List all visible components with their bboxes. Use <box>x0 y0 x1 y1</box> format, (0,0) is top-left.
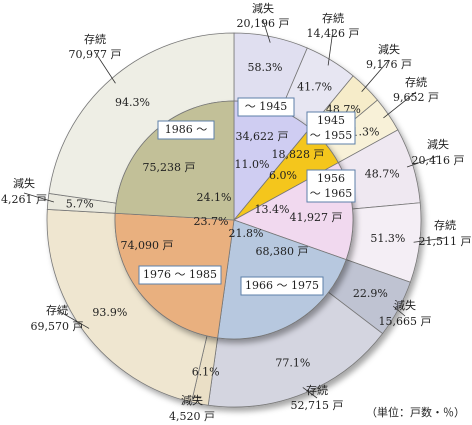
callout-status-label: 減失 <box>252 1 274 15</box>
inner-pie <box>114 100 354 340</box>
inner-households-label: 74,090 戸 <box>121 239 174 252</box>
inner-share-label: 23.7% <box>194 215 229 228</box>
outer-percent-labels: 58.3%41.7%48.7%51.3%48.7%51.3%22.9%77.1%… <box>66 61 406 378</box>
callout-line <box>56 309 90 329</box>
inner-households-label: 68,380 戸 <box>256 245 309 258</box>
inner-households-label: 34,622 戸 <box>236 130 289 143</box>
callout-households-label: 9,176 戸 <box>366 58 412 71</box>
inner-households-label: 41,927 戸 <box>290 211 343 224</box>
callout-status-label: 存続 <box>322 11 344 25</box>
callout-households-label: 9,652 戸 <box>393 91 439 104</box>
period-label: 1945 <box>317 114 345 127</box>
outer-percent-label: 48.7% <box>365 168 400 181</box>
outer-percent-label: 51.3% <box>370 232 405 245</box>
period-label: ～ 1945 <box>245 100 288 113</box>
callout-status-label: 減失 <box>427 137 449 151</box>
period-label-box <box>240 276 324 296</box>
callout-status-label: 存続 <box>405 75 427 89</box>
callout-households-label: 4,261 戸 <box>1 193 47 206</box>
callout-line <box>23 192 55 203</box>
callout-households-label: 14,426 戸 <box>307 27 360 40</box>
callout-line <box>361 59 390 92</box>
period-label: 1986 ～ <box>165 123 208 136</box>
callout-line <box>94 51 116 84</box>
inner-share-label: 13.4% <box>255 203 290 216</box>
period-label: ～ 1955 <box>310 129 353 142</box>
outer-percent-label: 94.3% <box>115 96 150 109</box>
period-label-box <box>306 111 356 145</box>
callout-households-label: 52,715 戸 <box>291 399 344 412</box>
callout-line <box>302 387 318 399</box>
inner-share-label: 6.0% <box>269 169 297 182</box>
unit-note: （単位：戸数・％） <box>366 405 465 419</box>
callout-line <box>392 305 406 317</box>
inner-share-label: 24.1% <box>197 191 232 204</box>
period-label: ～ 1965 <box>310 187 353 200</box>
callout-line <box>191 396 201 399</box>
callout-line <box>406 155 439 168</box>
outer-percent-label: 22.9% <box>353 287 388 300</box>
period-label-box <box>138 265 222 285</box>
callout-households-label: 70,977 戸 <box>69 48 122 61</box>
callout-line <box>262 19 271 43</box>
period-label-box <box>237 97 295 117</box>
inner-share-label: 11.0% <box>235 158 270 171</box>
inner-households-label: 75,238 戸 <box>143 161 196 174</box>
period-label-box <box>157 120 215 140</box>
callout-status-label: 存続 <box>84 32 106 46</box>
inner-share-label: 21.8% <box>229 227 264 240</box>
outer-percent-label: 58.3% <box>248 61 283 74</box>
callout-status-label: 減失 <box>378 42 400 56</box>
inner-labels: ～ 1945 34,622 戸 11.0% 1945 ～ 1955 18,828 戸 6.0… <box>121 97 356 296</box>
callout-households-label: 69,570 戸 <box>31 320 84 333</box>
callout-status-label: 存続 <box>306 383 328 397</box>
outer-percent-label: 5.7% <box>66 198 94 211</box>
callout-line <box>383 91 417 119</box>
callout-line <box>327 29 334 66</box>
period-label: 1976 ～ 1985 <box>143 268 217 281</box>
period-label: 1956 <box>317 172 345 185</box>
outer-percent-label: 6.1% <box>192 365 220 378</box>
callout-households-label: 20,416 戸 <box>412 154 465 167</box>
callout-status-label: 減失 <box>394 298 416 312</box>
outer-percent-label: 77.1% <box>275 356 310 369</box>
callout-households-label: 20,196 戸 <box>237 17 290 30</box>
callout-households-label: 21,511 戸 <box>419 235 472 248</box>
callout-households-label: 4,520 戸 <box>169 410 215 423</box>
callout-status-label: 減失 <box>13 176 35 190</box>
callout-status-label: 存続 <box>46 303 68 317</box>
inner-households-label: 18,828 戸 <box>272 148 325 161</box>
callout-status-label: 減失 <box>181 393 203 407</box>
period-label: 1966 ～ 1975 <box>245 279 319 292</box>
outer-percent-label: 93.9% <box>92 306 127 319</box>
callout-households-label: 15,665 戸 <box>379 315 432 328</box>
outer-ring <box>46 32 422 408</box>
period-label-box <box>306 169 356 203</box>
callout-status-label: 存続 <box>434 218 456 232</box>
callout-line <box>413 237 446 243</box>
outer-percent-label: 41.7% <box>297 81 332 94</box>
